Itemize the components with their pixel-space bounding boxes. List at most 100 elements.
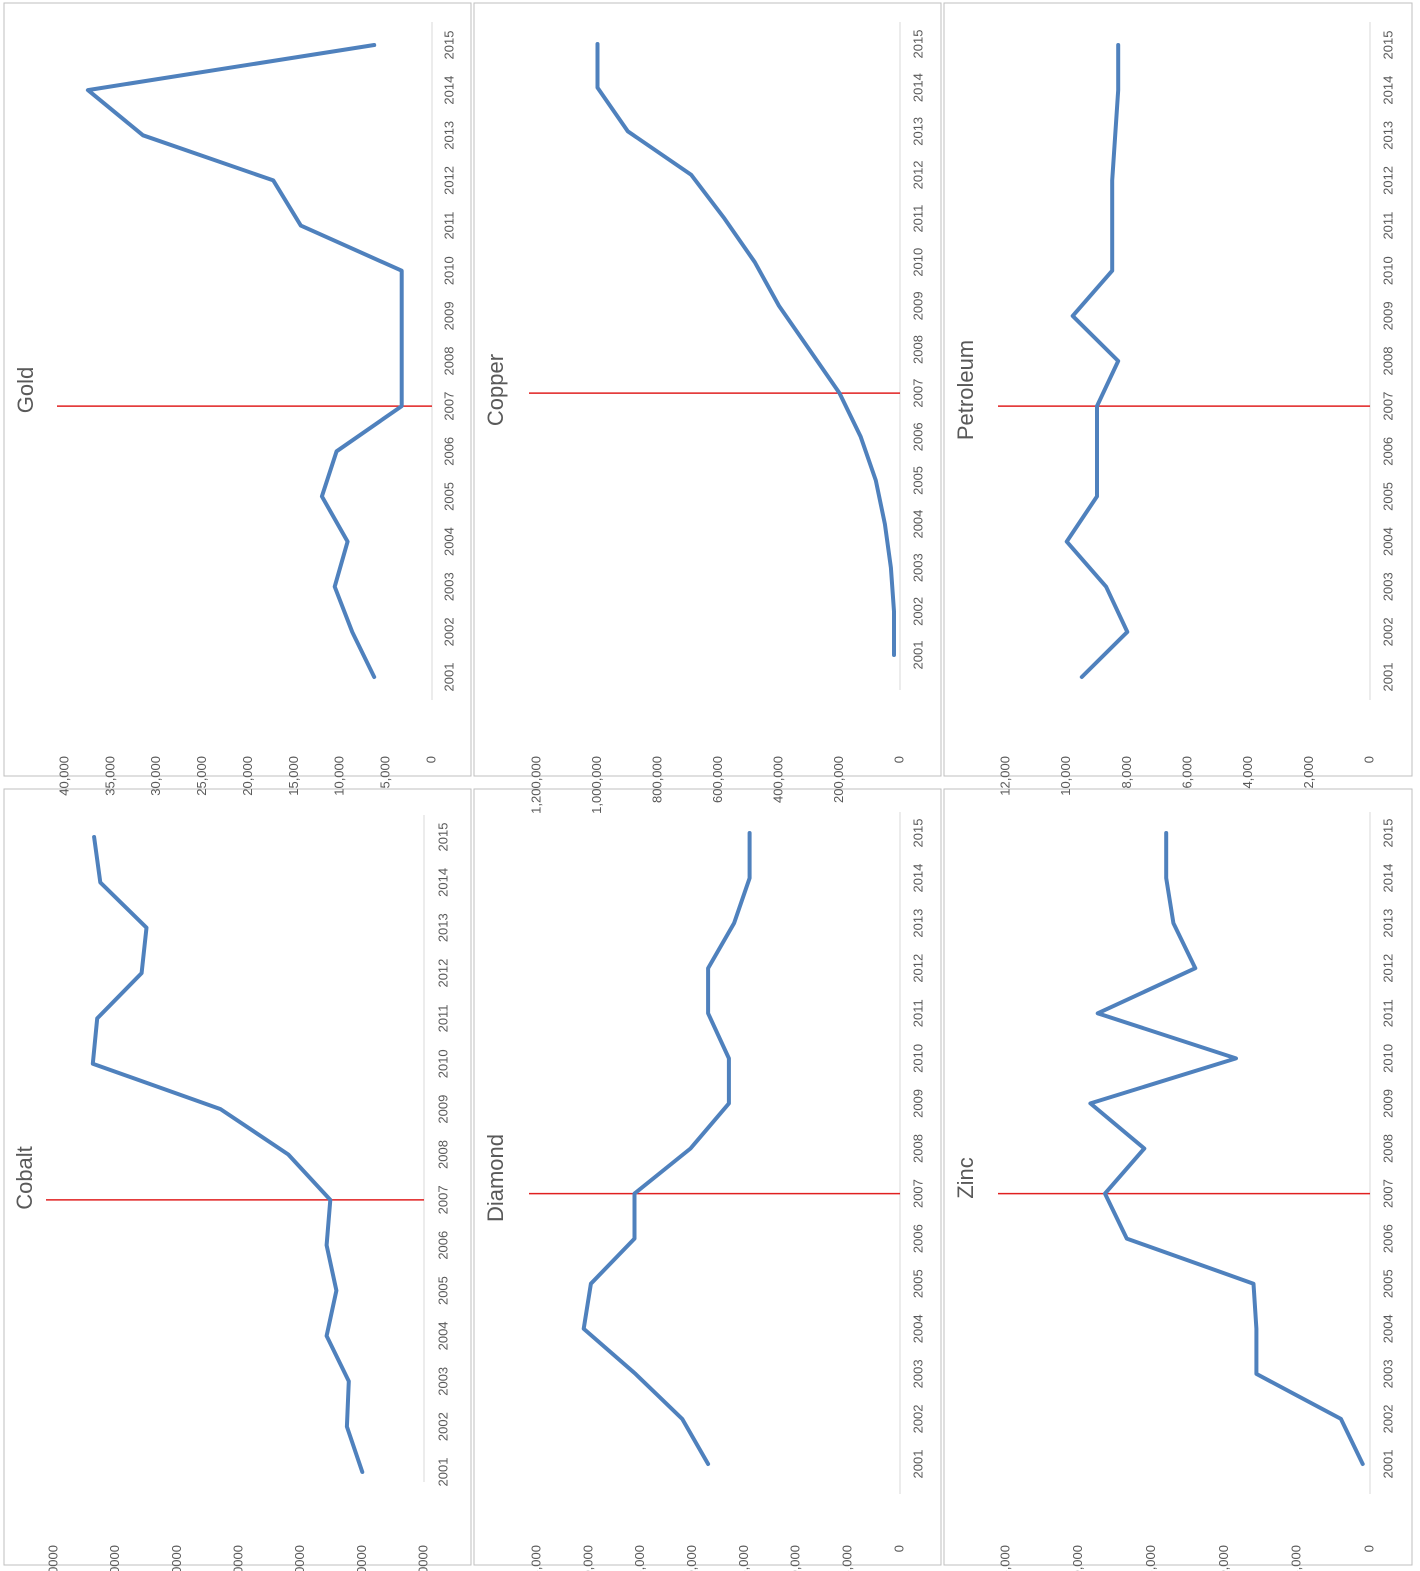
cobalt-x-tick-label: 2011	[435, 1004, 450, 1032]
petroleum-x-tick-label: 2010	[1380, 256, 1395, 285]
gold-series-line	[85, 43, 404, 679]
petroleum-chart-panel: Petroleum 2001 2002 2003 2004 2005 2006 2007 200…	[943, 2, 1413, 796]
copper-x-tick-label: 2008	[910, 335, 925, 364]
petroleum-y-tick-label: 10,000	[1058, 756, 1073, 796]
copper-series-line	[595, 42, 896, 657]
petroleum-x-tick-label: 2011	[1380, 212, 1395, 240]
diamond-x-tick-label: 2012	[910, 954, 925, 983]
diamond-y-tick-label: 20,000	[684, 1545, 699, 1571]
cobalt-x-tick-label: 2013	[435, 913, 450, 942]
zinc-x-tick-label: 2009	[1380, 1089, 1395, 1118]
copper-panel-border	[473, 2, 942, 777]
zinc-x-tick-label: 2011	[1380, 999, 1395, 1027]
petroleum-series-line	[1064, 43, 1130, 679]
copper-x-tick-label: 2009	[910, 291, 925, 320]
copper-x-tick-label: 2003	[910, 553, 925, 582]
gold-y-tick-label: 25,000	[194, 756, 209, 796]
gold-x-tick-label: 2005	[441, 482, 456, 511]
diamond-x-tick-label: 2008	[910, 1134, 925, 1163]
gold-y-tick-label: 35,000	[102, 756, 117, 796]
zinc-y-tick-label: 0	[1361, 1545, 1376, 1552]
diamond-y-tick-label: 35,000	[528, 1545, 543, 1571]
zinc-y-tick-label: 25,000	[997, 1545, 1012, 1571]
gold-x-tick-label: 2014	[441, 76, 456, 105]
diamond-x-tick-label: 2004	[910, 1314, 925, 1343]
copper-y-tick-label: 200,000	[831, 756, 846, 803]
copper-x-tick-label: 2005	[910, 466, 925, 495]
petroleum-x-tick-label: 2014	[1380, 76, 1395, 105]
cobalt-x-tick-label: 2008	[435, 1140, 450, 1169]
zinc-y-tick-label: 10,000	[1216, 1545, 1231, 1571]
petroleum-x-tick-label: 2004	[1380, 527, 1395, 556]
copper-x-tick-label: 2012	[910, 160, 925, 189]
diamond-y-tick-label: 5,000	[840, 1545, 855, 1571]
copper-x-tick-label: 2013	[910, 117, 925, 146]
cobalt-x-tick-label: 2004	[435, 1321, 450, 1350]
zinc-chart-panel: Zinc 2001 2002 2003 2004 2005 2006 2007 2008 2009…	[943, 788, 1413, 1571]
gold-x-tick-label: 2004	[441, 527, 456, 556]
gold-x-tick-label: 2013	[441, 121, 456, 150]
petroleum-x-tick-label: 2003	[1380, 572, 1395, 601]
copper-x-tick-label: 2007	[910, 379, 925, 408]
gold-x-tick-label: 2008	[441, 347, 456, 376]
diamond-x-tick-label: 2014	[910, 864, 925, 893]
copper-y-tick-label: 800,000	[649, 756, 664, 803]
diamond-x-tick-label: 2003	[910, 1359, 925, 1388]
copper-x-tick-label: 2006	[910, 422, 925, 451]
gold-y-tick-label: 5,000	[378, 756, 393, 789]
petroleum-x-tick-label: 2006	[1380, 437, 1395, 466]
cobalt-x-tick-label: 2010	[435, 1049, 450, 1078]
diamond-x-tick-label: 2002	[910, 1404, 925, 1433]
cobalt-x-tick-label: 2007	[435, 1185, 450, 1214]
cobalt-y-tick-label: 30000	[292, 1545, 307, 1571]
copper-x-tick-label: 2001	[910, 641, 925, 670]
diamond-series-line	[581, 831, 752, 1466]
zinc-y-tick-label: 15,000	[1143, 1545, 1158, 1571]
copper-y-tick-label: 1,200,000	[528, 756, 543, 814]
cobalt-x-tick-label: 2006	[435, 1231, 450, 1260]
zinc-y-tick-label: 5,000	[1289, 1545, 1304, 1571]
diamond-panel-border	[473, 788, 942, 1566]
zinc-x-tick-label: 2015	[1380, 819, 1395, 848]
diamond-x-tick-label: 2001	[910, 1450, 925, 1479]
zinc-x-tick-label: 2008	[1380, 1134, 1395, 1163]
diamond-chart-panel: Diamond 2001 2002 2003 2004 2005 2006 2007 2008 2…	[473, 788, 942, 1571]
gold-x-tick-label: 2011	[441, 212, 456, 240]
diamond-y-tick-label: 0	[891, 1545, 906, 1552]
copper-x-tick-label: 2004	[910, 510, 925, 539]
cobalt-chart-title: Cobalt	[12, 1146, 37, 1210]
diamond-chart-title: Diamond	[483, 1134, 508, 1222]
diamond-y-tick-label: 15,000	[736, 1545, 751, 1571]
zinc-x-tick-label: 2001	[1380, 1450, 1395, 1479]
diamond-x-tick-label: 2006	[910, 1224, 925, 1253]
gold-chart-panel: Gold 2001 2002 2003 2004 2005 2006 2007 2008 2009…	[3, 2, 472, 796]
gold-y-tick-label: 15,000	[286, 756, 301, 796]
cobalt-x-tick-label: 2001	[435, 1458, 450, 1487]
gold-chart-title: Gold	[13, 367, 38, 413]
petroleum-x-tick-label: 2005	[1380, 482, 1395, 511]
gold-x-tick-label: 2002	[441, 617, 456, 646]
diamond-x-tick-label: 2007	[910, 1179, 925, 1208]
petroleum-y-tick-label: 12,000	[997, 756, 1012, 796]
diamond-x-tick-label: 2009	[910, 1089, 925, 1118]
cobalt-y-tick-label: 20000	[354, 1545, 369, 1571]
cobalt-x-tick-label: 2015	[435, 823, 450, 852]
gold-x-tick-label: 2003	[441, 572, 456, 601]
cobalt-series-line	[90, 835, 365, 1474]
petroleum-x-tick-label: 2015	[1380, 31, 1395, 60]
diamond-y-tick-label: 25,000	[632, 1545, 647, 1571]
gold-y-tick-label: 20,000	[240, 756, 255, 796]
diamond-x-tick-label: 2015	[910, 819, 925, 848]
zinc-x-tick-label: 2013	[1380, 909, 1395, 938]
gold-x-tick-label: 2012	[441, 166, 456, 195]
cobalt-x-tick-label: 2014	[435, 868, 450, 897]
cobalt-x-tick-label: 2002	[435, 1412, 450, 1441]
zinc-chart-title: Zinc	[953, 1157, 978, 1199]
zinc-x-tick-label: 2002	[1380, 1404, 1395, 1433]
cobalt-chart-panel: Cobalt 2001 2002 2003 2004 2005 2006 2007 2008 20…	[3, 788, 472, 1571]
cobalt-x-tick-label: 2012	[435, 959, 450, 988]
copper-y-tick-label: 600,000	[710, 756, 725, 803]
cobalt-y-tick-label: 40000	[230, 1545, 245, 1571]
copper-y-tick-label: 0	[891, 756, 906, 763]
